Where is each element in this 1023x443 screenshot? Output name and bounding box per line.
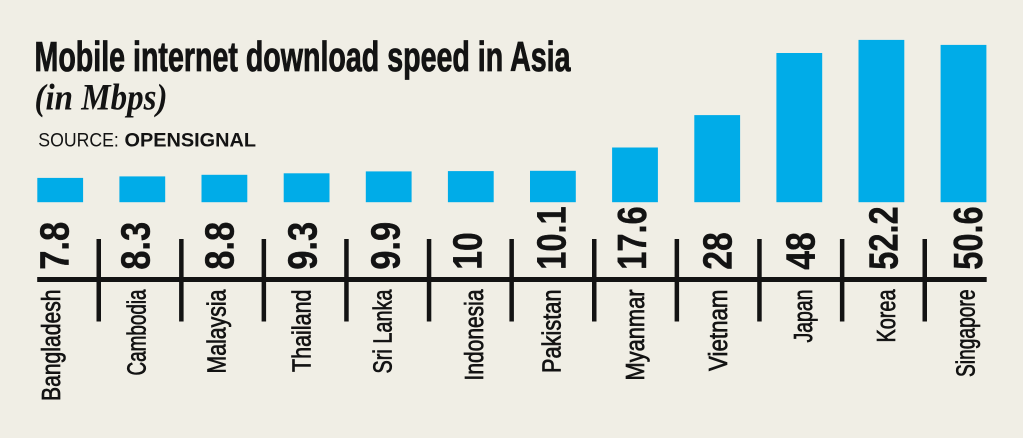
svg-text:Bangladesh: Bangladesh: [38, 290, 66, 402]
svg-text:10: 10: [444, 232, 490, 270]
svg-text:Pakistan: Pakistan: [538, 290, 566, 374]
svg-text:(in Mbps): (in Mbps): [35, 77, 168, 118]
svg-text:50.6: 50.6: [945, 206, 991, 270]
svg-text:9.9: 9.9: [362, 222, 408, 270]
svg-text:OPENSIGNAL: OPENSIGNAL: [125, 129, 257, 151]
svg-text:8.8: 8.8: [196, 222, 242, 270]
svg-text:28: 28: [694, 232, 740, 270]
svg-text:Korea: Korea: [873, 289, 901, 343]
svg-text:Singapore: Singapore: [952, 290, 980, 378]
svg-text:8.3: 8.3: [113, 222, 159, 270]
svg-text:Indonesia: Indonesia: [461, 289, 489, 381]
svg-text:Cambodia: Cambodia: [124, 289, 152, 376]
svg-text:9.3: 9.3: [279, 222, 325, 270]
svg-text:52.2: 52.2: [860, 206, 906, 270]
svg-text:7.8: 7.8: [31, 222, 77, 270]
svg-text:Malaysia: Malaysia: [203, 289, 231, 374]
svg-text:Japan: Japan: [790, 290, 818, 343]
svg-text:10.1: 10.1: [528, 206, 574, 270]
svg-text:Sri Lanka: Sri Lanka: [370, 289, 398, 374]
svg-text:17.6: 17.6: [609, 206, 655, 270]
svg-text:Mobile internet download speed: Mobile internet download speed in Asia: [35, 34, 572, 80]
svg-text:Myanmar: Myanmar: [622, 289, 650, 380]
svg-text:SOURCE:: SOURCE:: [38, 129, 119, 151]
svg-text:48: 48: [777, 232, 823, 270]
svg-text:Thailand: Thailand: [288, 290, 316, 373]
svg-text:Vietnam: Vietnam: [705, 290, 733, 372]
